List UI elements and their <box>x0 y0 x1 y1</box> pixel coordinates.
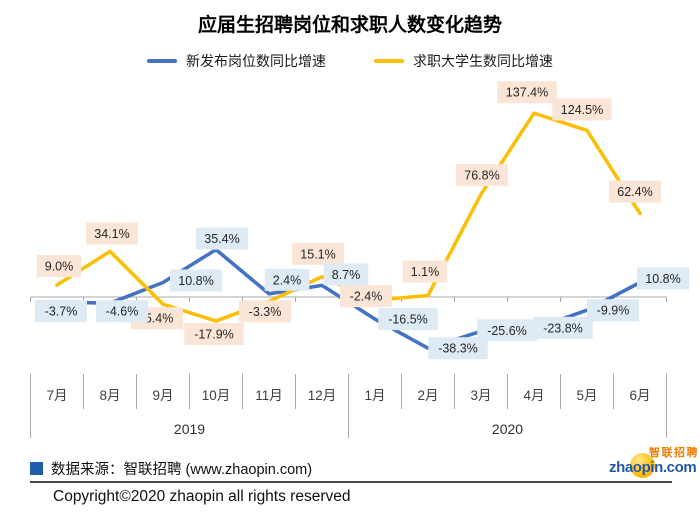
data-label-bg <box>456 164 508 187</box>
legend: 新发布岗位数同比增速 求职大学生数同比增速 <box>0 51 700 71</box>
data-label-bg <box>35 300 87 322</box>
month-label: 7月 <box>46 388 67 403</box>
copyright-text: Copyright©2020 zhaopin all rights reserv… <box>53 488 351 505</box>
data-label-bg <box>609 180 661 203</box>
jobs-line-swatch <box>147 59 177 63</box>
data-label: 62.4% <box>617 185 652 199</box>
legend-item-jobs: 新发布岗位数同比增速 <box>147 51 326 71</box>
data-label-bg <box>96 300 148 323</box>
data-label: -5.4% <box>141 312 174 326</box>
month-label: 8月 <box>99 388 120 403</box>
data-label: 8.7% <box>332 268 361 282</box>
data-label-bg <box>340 285 392 308</box>
data-label: -9.9% <box>597 304 630 318</box>
footer-divider <box>30 481 672 483</box>
data-label: 76.8% <box>464 169 499 183</box>
data-label: -4.6% <box>106 305 139 319</box>
data-label-bg <box>477 319 537 342</box>
source-bullet-square <box>30 462 43 475</box>
data-label: 10.8% <box>178 274 213 288</box>
data-source-row: 数据来源：智联招聘 (www.zhaopin.com) <box>30 458 312 479</box>
data-label: -2.4% <box>350 290 383 304</box>
month-label: 1月 <box>364 388 385 403</box>
month-label: 6月 <box>629 388 650 403</box>
data-label-bg <box>378 308 438 331</box>
month-label: 4月 <box>523 388 544 403</box>
data-label-bg <box>323 263 369 286</box>
data-label-bg <box>587 299 639 322</box>
zhaopin-logo: 智联招聘 zhaopin.com <box>609 444 699 482</box>
data-label-bg <box>196 227 248 250</box>
month-label: 2月 <box>417 388 438 403</box>
data-label-bg <box>402 260 448 283</box>
data-label-bg <box>552 98 612 121</box>
data-label: -17.9% <box>194 327 234 341</box>
month-label: 11月 <box>255 388 283 403</box>
data-label: 137.4% <box>506 86 548 100</box>
data-label: 10.8% <box>645 272 680 286</box>
legend-item-seekers: 求职大学生数同比增速 <box>374 51 553 71</box>
data-label-bg <box>428 337 488 360</box>
data-label: -25.6% <box>487 324 527 338</box>
month-label: 12月 <box>308 388 337 403</box>
data-label: 2.4% <box>273 273 302 287</box>
month-label: 9月 <box>152 388 173 403</box>
logo-domain-text: zhaopin.com <box>609 459 697 476</box>
month-label: 10月 <box>202 388 231 403</box>
month-label: 5月 <box>576 388 597 403</box>
year-label: 2020 <box>492 421 523 437</box>
data-label: 15.1% <box>300 247 335 261</box>
data-label-bg <box>292 242 344 265</box>
chart-title: 应届生招聘岗位和求职人数变化趋势 <box>197 15 502 36</box>
data-label-bg <box>184 323 244 345</box>
data-label-bg <box>170 269 222 292</box>
data-label: -3.7% <box>45 304 78 318</box>
data-label: 124.5% <box>561 103 603 117</box>
logo-sun-icon <box>630 453 655 478</box>
data-label: -16.5% <box>388 313 428 327</box>
legend-label-jobs: 新发布岗位数同比增速 <box>186 53 326 69</box>
year-label: 2019 <box>174 421 205 437</box>
data-label: 35.4% <box>204 232 239 246</box>
data-label-bg <box>533 316 593 339</box>
data-label: -38.3% <box>438 342 478 356</box>
data-label: 9.0% <box>45 259 74 273</box>
data-source-text: 数据来源：智联招聘 (www.zhaopin.com) <box>51 462 313 478</box>
seekers-line-swatch <box>374 59 404 63</box>
legend-label-seekers: 求职大学生数同比增速 <box>413 53 553 69</box>
data-label-bg <box>637 267 689 290</box>
month-label: 3月 <box>470 388 491 403</box>
data-label: 34.1% <box>94 227 129 241</box>
data-label-bg <box>36 255 82 277</box>
data-label-bg <box>264 268 310 291</box>
data-label: -3.3% <box>249 305 282 319</box>
logo-chinese-text: 智联招聘 <box>649 447 699 459</box>
data-label: 1.1% <box>411 265 440 279</box>
data-label-bg <box>497 81 557 104</box>
data-label: -23.8% <box>543 321 583 335</box>
data-label-bg <box>86 222 138 245</box>
data-label-bg <box>239 300 291 323</box>
